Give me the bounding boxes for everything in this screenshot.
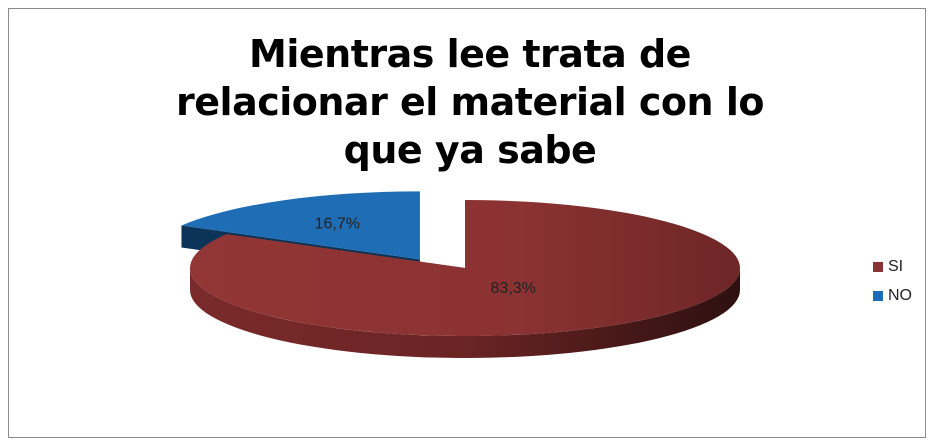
- pie-slice-side: [190, 268, 740, 358]
- pie-slice: [190, 200, 741, 336]
- legend-swatch: [873, 262, 883, 272]
- chart-title: Mientras lee trata de relacionar el mate…: [176, 32, 764, 172]
- legend-swatch: [873, 291, 883, 301]
- pie-slice: [181, 191, 420, 260]
- legend-label: SI: [888, 258, 903, 275]
- data-label: 83,3%: [491, 280, 536, 297]
- chart-frame: [8, 8, 926, 438]
- legend-label: NO: [888, 287, 912, 304]
- data-label: 16,7%: [315, 215, 360, 232]
